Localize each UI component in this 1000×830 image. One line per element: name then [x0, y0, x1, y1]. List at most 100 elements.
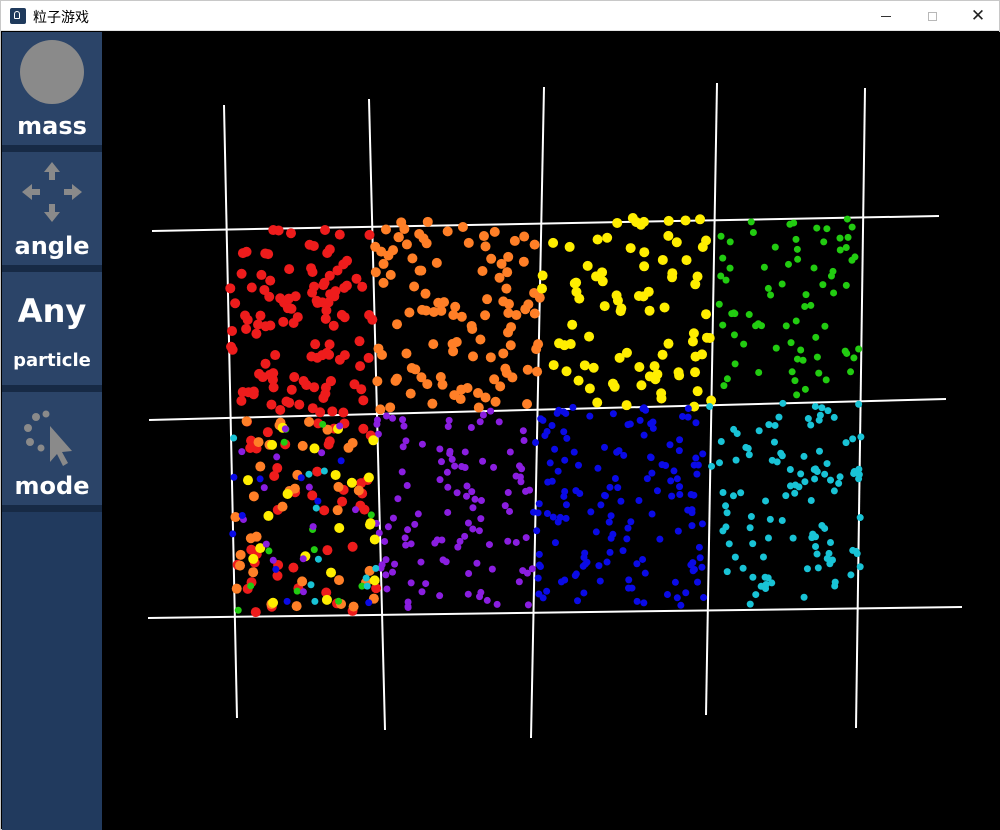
- particle: [548, 237, 559, 248]
- particle: [625, 584, 633, 592]
- particle: [752, 591, 760, 599]
- particle: [324, 270, 335, 281]
- particle: [327, 406, 338, 417]
- particle: [353, 485, 364, 496]
- particle: [283, 293, 294, 304]
- particle: [835, 479, 843, 487]
- particle: [592, 234, 603, 245]
- particle: [715, 300, 723, 308]
- particle: [337, 496, 348, 507]
- particle: [467, 424, 475, 432]
- particle: [794, 255, 802, 263]
- particle: [609, 381, 620, 392]
- particle: [586, 412, 594, 420]
- minimize-button[interactable]: [863, 1, 909, 31]
- particle: [543, 587, 551, 595]
- particle-field[interactable]: [102, 32, 1000, 830]
- particle: [667, 477, 675, 485]
- particle: [807, 421, 815, 429]
- particle: [461, 448, 469, 456]
- particle: [818, 522, 826, 530]
- angle-tool-button[interactable]: angle: [2, 152, 102, 272]
- particle: [448, 455, 456, 463]
- particle: [428, 307, 439, 318]
- particle: [764, 534, 772, 542]
- particle: [268, 368, 279, 379]
- mode-tool-button[interactable]: mode: [2, 392, 102, 512]
- close-button[interactable]: ✕: [955, 1, 1000, 31]
- particle: [490, 396, 501, 407]
- particle: [556, 513, 564, 521]
- particle: [444, 508, 452, 516]
- particle: [559, 340, 570, 351]
- particle: [551, 445, 559, 453]
- particle: [717, 272, 725, 280]
- particle: [793, 391, 801, 399]
- any-particle-tool-button[interactable]: Any particle: [2, 272, 102, 392]
- particle: [717, 232, 725, 240]
- particle: [690, 279, 701, 290]
- particle: [436, 445, 444, 453]
- particle: [473, 559, 481, 567]
- particle: [522, 364, 533, 375]
- particle: [482, 294, 493, 305]
- particle: [799, 356, 807, 364]
- particle: [260, 358, 271, 369]
- particle: [409, 281, 420, 292]
- particle: [643, 286, 654, 297]
- particle: [275, 404, 286, 415]
- particle: [370, 267, 381, 278]
- particle: [670, 467, 678, 475]
- particle: [281, 425, 289, 433]
- particle: [418, 588, 426, 596]
- particle: [771, 243, 779, 251]
- particle: [498, 348, 509, 359]
- title-bar[interactable]: 粒子游戏 ✕: [1, 1, 999, 31]
- particle: [437, 379, 448, 390]
- particle: [371, 583, 382, 594]
- particle: [762, 497, 770, 505]
- particle: [378, 258, 389, 269]
- particle: [746, 524, 754, 532]
- particle: [814, 564, 822, 572]
- particle: [322, 424, 333, 435]
- particle: [455, 394, 466, 405]
- particle: [446, 447, 454, 455]
- particle: [265, 547, 273, 555]
- particle: [247, 582, 255, 590]
- particle: [803, 565, 811, 573]
- particle: [842, 243, 850, 251]
- particle: [737, 489, 745, 497]
- particle: [414, 265, 425, 276]
- particle: [850, 470, 858, 478]
- particle: [768, 579, 776, 587]
- particle: [255, 543, 266, 554]
- particle: [463, 482, 471, 490]
- particle: [815, 369, 823, 377]
- particle: [807, 497, 815, 505]
- particle: [520, 437, 528, 445]
- particle: [364, 229, 375, 240]
- particle: [488, 565, 496, 573]
- particle: [285, 228, 296, 239]
- particle: [364, 519, 375, 530]
- particle: [678, 412, 686, 420]
- particle: [402, 541, 410, 549]
- particle: [609, 410, 617, 418]
- particle: [427, 398, 438, 409]
- particle: [595, 562, 603, 570]
- particle: [257, 372, 268, 383]
- particle: [338, 407, 349, 418]
- particle: [476, 418, 484, 426]
- particle: [850, 354, 858, 362]
- maximize-button[interactable]: [909, 1, 955, 31]
- particle: [831, 582, 839, 590]
- particle: [468, 351, 479, 362]
- particle: [468, 488, 476, 496]
- simulation-canvas[interactable]: [102, 32, 1000, 830]
- mass-tool-button[interactable]: mass: [2, 32, 102, 152]
- particle: [493, 600, 501, 608]
- particle: [306, 351, 317, 362]
- particle: [537, 270, 548, 281]
- particle: [572, 570, 580, 578]
